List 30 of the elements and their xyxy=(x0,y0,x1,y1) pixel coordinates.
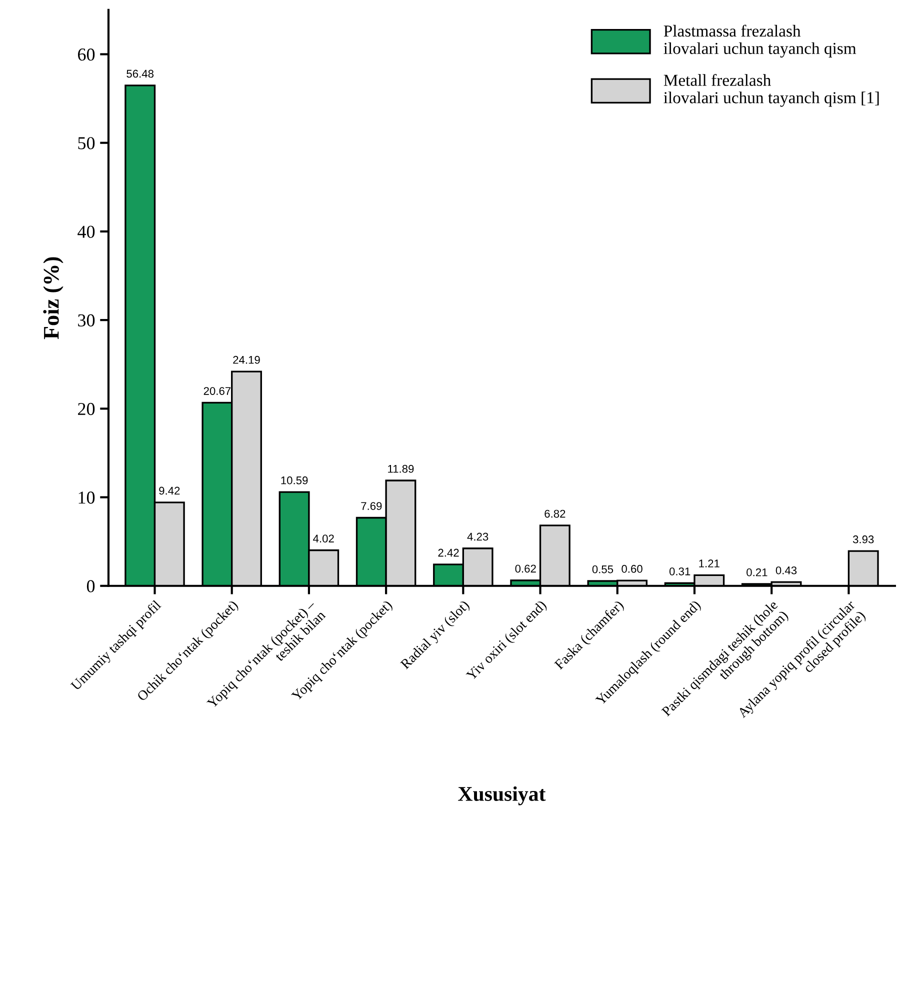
data-label: 56.48 xyxy=(126,70,154,78)
data-label: 1.21 xyxy=(699,560,720,568)
x-axis-title: Xususiyat xyxy=(458,786,546,806)
legend-label: Plastmassa frezalash ilovalari uchun tayanch qism xyxy=(664,24,856,58)
y-tick-label: 10 xyxy=(78,492,95,504)
data-label: 0.60 xyxy=(622,564,642,573)
legend-label: Metall frezalash ilovalari uchun tayanch qism [1] xyxy=(664,74,879,107)
y-tick-label: 60 xyxy=(78,48,95,61)
data-label: 20.67 xyxy=(204,387,231,395)
data-label: 0.31 xyxy=(669,568,690,576)
data-label: 4.23 xyxy=(467,532,488,541)
data-label: 10.59 xyxy=(281,476,308,484)
data-label: 4.02 xyxy=(313,534,334,542)
data-label: 11.89 xyxy=(388,464,414,473)
y-tick-label: 20 xyxy=(78,402,95,416)
y-tick-label: 0 xyxy=(86,580,95,592)
data-label: 7.69 xyxy=(361,502,382,510)
data-label: 2.42 xyxy=(438,548,459,557)
y-tick-label: 30 xyxy=(78,314,95,326)
data-label: 0.62 xyxy=(515,564,536,573)
data-label: 0.43 xyxy=(776,566,797,574)
data-label: 9.42 xyxy=(159,486,180,495)
y-axis-title: Foiz (%) xyxy=(43,257,64,340)
data-label: 3.93 xyxy=(852,535,874,544)
data-label: 6.82 xyxy=(544,510,566,518)
y-tick-label: 40 xyxy=(78,226,95,238)
data-label: 24.19 xyxy=(233,356,260,364)
y-tick-label: 50 xyxy=(78,137,95,150)
data-label: 0.55 xyxy=(592,565,614,574)
data-label: 0.21 xyxy=(746,568,768,576)
